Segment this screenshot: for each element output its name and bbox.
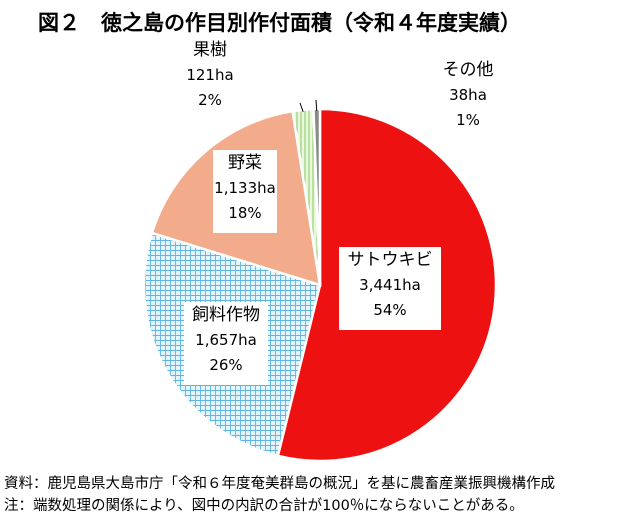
pie-chart: 図２ 徳之島の作目別作付面積（令和４年度実績） サトウキビ 3,441ha 54% 飼… [38, 11, 521, 463]
label-果樹: 果樹 121ha 2% [186, 40, 233, 109]
label-percent-果樹: 2% [198, 91, 222, 109]
leader-果樹 [299, 102, 304, 112]
label-box-野菜 [213, 150, 277, 233]
label-name-その他: その他 [443, 60, 494, 80]
label-area-果樹: 121ha [186, 66, 233, 84]
source-note: 資料：鹿児島県大島市庁「令和６年度奄美群島の概況」を基に農畜産業振興機構作成 [4, 476, 555, 492]
label-name-飼料作物: 飼料作物 [192, 305, 260, 325]
slice-labels: サトウキビ 3,441ha 54% 飼料作物 1,657ha 26% 野菜 1,133ha 18… [184, 40, 494, 385]
label-percent-野菜: 18% [228, 204, 261, 222]
label-name-野菜: 野菜 [228, 153, 262, 173]
label-percent-飼料作物: 26% [209, 356, 242, 374]
pie-slices [142, 107, 498, 463]
label-box-サトウキビ [339, 247, 441, 330]
label-area-飼料作物: 1,657ha [195, 331, 257, 349]
label-area-野菜: 1,133ha [214, 179, 276, 197]
label-percent-その他: 1% [456, 111, 480, 129]
caveat-note: 注：端数処理の関係により、図中の内訳の合計が100％にならないことがある。 [4, 498, 524, 514]
chart-title: 図２ 徳之島の作目別作付面積（令和４年度実績） [38, 11, 521, 35]
leader-その他 [315, 99, 318, 112]
label-name-サトウキビ: サトウキビ [348, 250, 433, 270]
label-野菜: 野菜 1,133ha 18% [213, 150, 277, 233]
label-その他: その他 38ha 1% [443, 60, 494, 129]
leader-lines [299, 99, 318, 112]
label-name-果樹: 果樹 [193, 40, 227, 60]
label-飼料作物: 飼料作物 1,657ha 26% [184, 302, 268, 385]
label-box-飼料作物 [184, 302, 268, 385]
label-サトウキビ: サトウキビ 3,441ha 54% [339, 247, 441, 330]
label-area-その他: 38ha [449, 86, 487, 104]
label-percent-サトウキビ: 54% [373, 301, 406, 319]
label-area-サトウキビ: 3,441ha [359, 276, 421, 294]
